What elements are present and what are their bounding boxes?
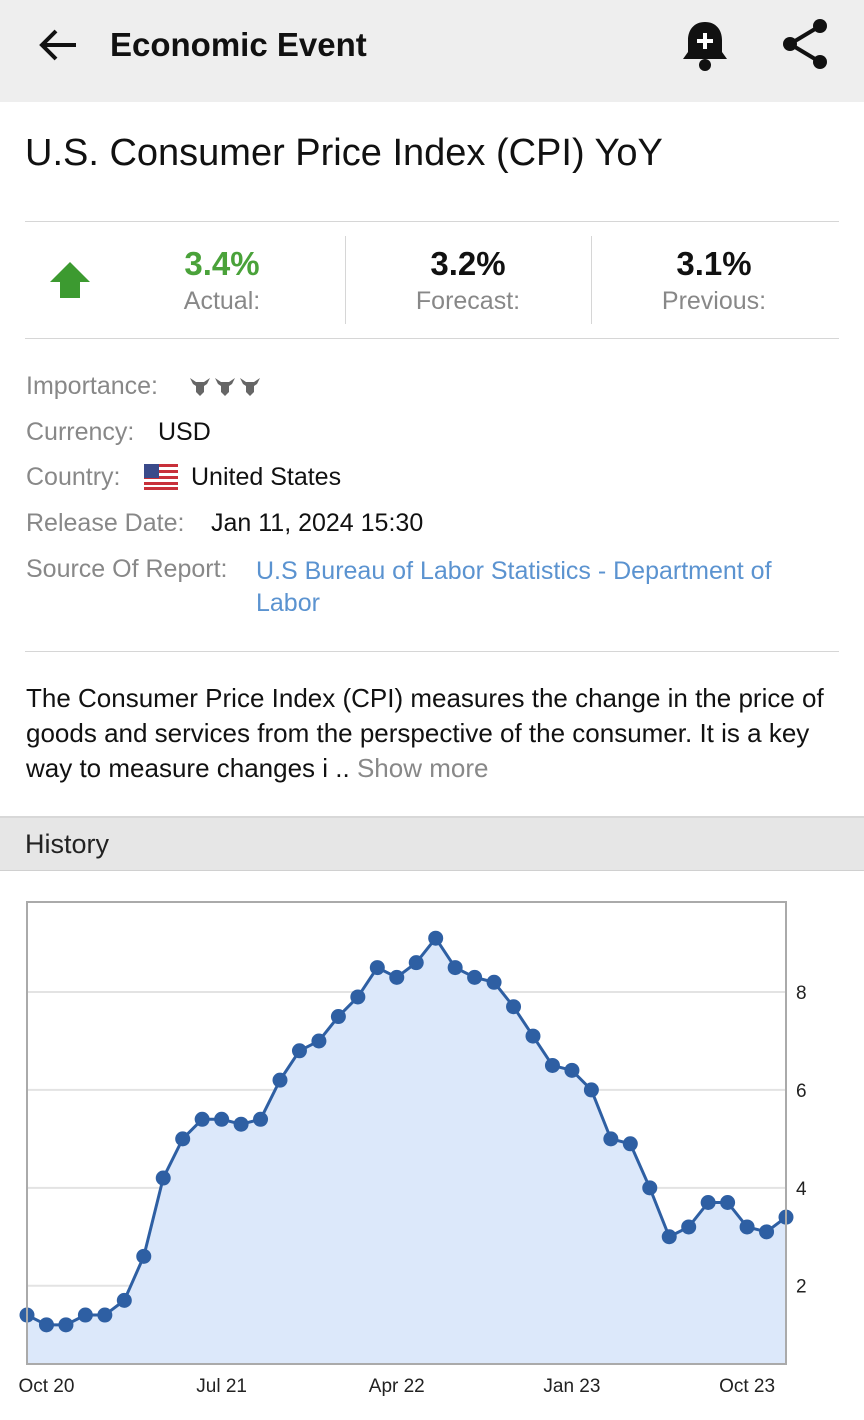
point	[272, 1072, 288, 1088]
point	[253, 1111, 269, 1127]
point	[214, 1111, 230, 1127]
point	[700, 1194, 716, 1210]
point	[116, 1292, 132, 1308]
point	[389, 969, 405, 985]
point	[661, 1229, 677, 1245]
area	[27, 938, 786, 1364]
point	[97, 1307, 113, 1323]
point	[467, 969, 483, 985]
point	[194, 1111, 210, 1127]
point	[369, 960, 385, 976]
line	[26, 935, 787, 1327]
divider	[25, 221, 839, 222]
point	[486, 974, 502, 990]
point	[233, 1116, 249, 1132]
point	[350, 989, 366, 1005]
point	[739, 1219, 755, 1235]
point	[136, 1248, 152, 1264]
y-tick-label: 2	[796, 1277, 807, 1298]
back-button[interactable]	[36, 24, 80, 68]
plot-border	[26, 901, 787, 1365]
show-more[interactable]: Show more	[356, 753, 489, 783]
history-bar: History	[0, 816, 864, 871]
app-bar-title: Economic Event	[110, 26, 367, 63]
description-text: The Consumer Price Index (CPI) measures …	[26, 683, 824, 783]
chart: 2 4 6 8 Oct 20 Jul 21 Apr 22 Jan 23 Oct 23	[18, 901, 807, 1397]
description: The Consumer Price Index (CPI) measures …	[26, 681, 826, 786]
stat-label: Previous:	[661, 287, 767, 315]
detail-value: Jan 11, 2024 15:30	[211, 509, 424, 537]
point	[175, 1131, 191, 1147]
trend-up-icon	[50, 262, 90, 298]
detail-label: Country:	[26, 463, 121, 491]
point	[291, 1043, 307, 1059]
divider	[345, 236, 346, 324]
stat-label: Forecast:	[415, 287, 521, 315]
flag-icon	[144, 464, 178, 490]
y-tick-label: 6	[796, 1081, 807, 1102]
point	[38, 1317, 54, 1333]
divider	[25, 338, 839, 339]
point	[408, 955, 424, 971]
share-button[interactable]	[780, 18, 832, 72]
source-link[interactable]: U.S Bureau of Labor Statistics - Departm…	[256, 557, 772, 617]
y-tick-label: 4	[796, 1179, 807, 1200]
stat-forecast: 3.2% Forecast:	[345, 245, 591, 316]
point	[155, 1170, 171, 1186]
x-tick-label: Oct 23	[719, 1376, 775, 1397]
point	[622, 1136, 638, 1152]
stat-value: 3.4%	[184, 245, 260, 282]
event-title: U.S. Consumer Price Index (CPI) YoY	[25, 132, 663, 174]
divider	[591, 236, 592, 324]
stat-actual: 3.4% Actual:	[99, 245, 345, 316]
detail-value: USD	[158, 418, 211, 446]
point	[583, 1082, 599, 1098]
stat-label: Actual:	[183, 287, 261, 315]
point	[564, 1062, 580, 1078]
importance-icons	[190, 378, 260, 396]
history-title: History	[25, 829, 110, 859]
point	[330, 1009, 346, 1025]
stat-value: 3.1%	[676, 245, 752, 282]
x-tick-label: Jan 23	[543, 1376, 600, 1397]
point	[681, 1219, 697, 1235]
detail-value: United States	[191, 463, 342, 491]
stat-previous: 3.1% Previous:	[591, 245, 837, 316]
stat-value: 3.2%	[430, 245, 506, 282]
detail-label: Release Date:	[26, 509, 185, 537]
point	[544, 1057, 560, 1073]
x-tick-label: Apr 22	[369, 1376, 425, 1397]
y-tick-label: 8	[796, 983, 807, 1004]
detail-label: Importance:	[26, 372, 159, 400]
x-tick-label: Jul 21	[196, 1376, 247, 1397]
point	[603, 1131, 619, 1147]
detail-label: Currency:	[26, 418, 135, 446]
point	[311, 1033, 327, 1049]
point	[759, 1224, 775, 1240]
point	[77, 1307, 93, 1323]
alert-button[interactable]	[680, 18, 730, 74]
detail-label: Source Of Report:	[26, 555, 228, 583]
divider	[25, 651, 839, 652]
point	[642, 1180, 658, 1196]
x-tick-label: Oct 20	[18, 1376, 74, 1397]
point	[428, 930, 444, 946]
point	[525, 1028, 541, 1044]
point	[506, 999, 522, 1015]
point	[58, 1317, 74, 1333]
point	[447, 960, 463, 976]
point	[720, 1194, 736, 1210]
app-bar: Economic Event	[0, 0, 864, 102]
